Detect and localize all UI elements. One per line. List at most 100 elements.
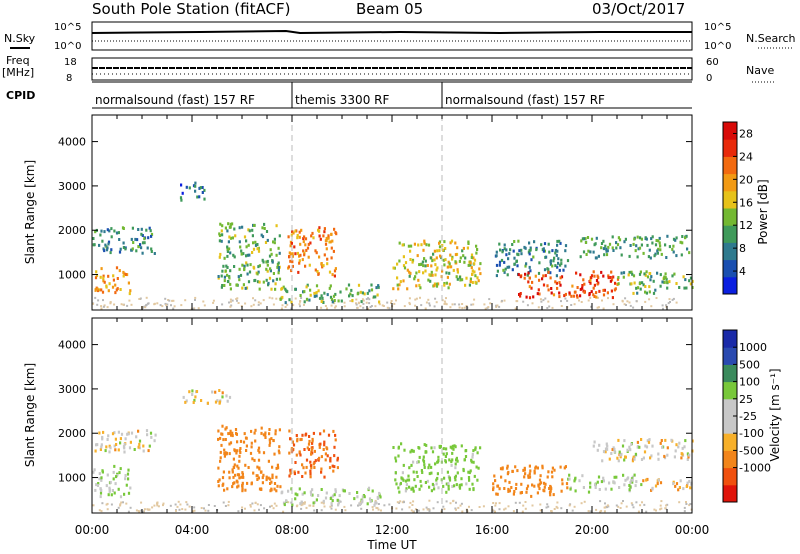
range-cell [558, 281, 561, 285]
scatter-point [252, 303, 255, 306]
range-cell [582, 250, 586, 254]
range-cell [609, 279, 612, 283]
range-cell [330, 502, 333, 506]
range-cell [642, 283, 645, 287]
range-cell [436, 476, 439, 480]
range-cell [602, 274, 605, 278]
range-cell [517, 239, 520, 243]
range-cell [331, 494, 335, 498]
range-cell [423, 241, 426, 245]
range-cell [132, 241, 135, 244]
range-cell [559, 276, 562, 280]
range-cell [243, 264, 246, 268]
range-cell [119, 247, 122, 251]
range-cell [110, 493, 113, 497]
range-cell [527, 474, 530, 478]
scatter-point [531, 302, 534, 305]
scatter-point [142, 510, 145, 513]
range-cell [236, 464, 239, 468]
range-cell [254, 240, 257, 244]
scatter-point [659, 504, 662, 507]
range-cell [331, 300, 334, 304]
scatter-point [595, 508, 598, 511]
scatter-point [110, 503, 113, 506]
range-cell [606, 249, 609, 253]
range-cell [325, 237, 328, 240]
range-cell [137, 228, 140, 231]
range-cell [446, 470, 449, 474]
range-cell [291, 254, 294, 258]
scatter-point [237, 510, 240, 513]
range-cell [426, 264, 429, 267]
range-cell [300, 228, 303, 232]
range-cell [468, 471, 471, 475]
range-cell [689, 486, 692, 490]
range-cell [246, 253, 249, 257]
range-cell [613, 450, 616, 454]
range-cell [501, 467, 504, 471]
range-cell [648, 438, 651, 442]
range-cell [372, 295, 375, 299]
range-cell [436, 266, 439, 270]
range-cell [616, 277, 620, 281]
range-cell [564, 264, 567, 268]
range-cell [608, 242, 612, 246]
range-cell [499, 467, 503, 471]
range-cell [648, 272, 651, 275]
range-cell [269, 267, 272, 271]
range-cell [258, 280, 261, 284]
scatter-point [645, 510, 648, 513]
range-cell [581, 237, 584, 241]
range-cell [110, 227, 113, 231]
range-cell [439, 254, 442, 258]
scatter-point [498, 508, 501, 511]
scatter-point [632, 306, 635, 309]
range-cell [657, 247, 660, 251]
x-tick-label: 00:00 [675, 523, 710, 537]
range-cell [661, 445, 664, 449]
range-cell [513, 256, 516, 260]
range-cell [253, 224, 256, 227]
scatter-point [478, 506, 481, 508]
range-cell [293, 472, 296, 476]
cpid-segment-label: normalsound (fast) 157 RF [445, 93, 605, 107]
range-cell [148, 226, 151, 230]
range-cell [227, 240, 230, 244]
range-cell [130, 431, 134, 435]
range-cell [468, 283, 471, 287]
range-cell [148, 444, 151, 448]
range-cell [118, 238, 121, 241]
range-cell [517, 253, 520, 257]
range-cell [243, 235, 247, 239]
scatter-point [167, 299, 170, 301]
range-cell [472, 460, 475, 464]
range-cell [218, 239, 221, 243]
range-cell [563, 294, 566, 298]
scatter-point [350, 504, 353, 507]
range-cell [646, 477, 649, 481]
range-cell [99, 233, 102, 237]
range-cell [302, 237, 305, 241]
scatter-point [501, 299, 503, 302]
range-cell [333, 445, 336, 449]
range-cell [532, 295, 535, 299]
scatter-point [194, 299, 196, 301]
range-cell [673, 272, 676, 276]
range-cell [432, 252, 435, 256]
range-cell [451, 255, 454, 259]
scatter-point [564, 297, 567, 300]
range-cell [448, 458, 451, 462]
range-cell [272, 279, 275, 283]
range-cell [248, 270, 252, 274]
range-cell [474, 274, 477, 278]
range-cell [219, 456, 222, 460]
range-cell [126, 472, 130, 476]
range-cell [232, 475, 235, 479]
range-cell [407, 244, 410, 248]
range-cell [469, 280, 472, 283]
nsearch-top: 10^5 [704, 22, 731, 33]
range-cell [631, 480, 634, 484]
range-cell [420, 243, 423, 247]
range-cell [295, 453, 298, 457]
scatter-point [425, 506, 428, 509]
